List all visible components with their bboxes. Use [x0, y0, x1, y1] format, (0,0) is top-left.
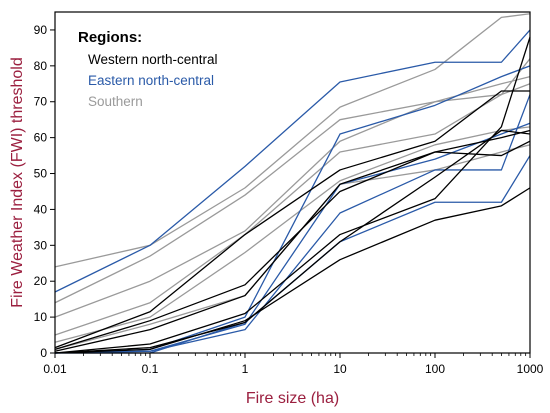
plot-frame: [54, 11, 531, 354]
y-tick-label: 40: [34, 202, 48, 216]
x-tick-label: 1: [242, 362, 249, 376]
y-tick-label: 0: [40, 346, 47, 360]
legend-entry: Western north-central: [88, 52, 218, 67]
y-tick-label: 80: [34, 59, 48, 73]
y-tick-label: 50: [34, 167, 48, 181]
x-tick-label: 1000: [517, 362, 544, 376]
series-line-14: [54, 140, 531, 352]
legend-title: Regions:: [78, 29, 142, 46]
y-axis-title: Fire Weather Index (FWI) threshold: [9, 57, 26, 307]
axis-ticks: 0.01 0.1 1 10 100 1000 0 10 20 30 40 50 60 70 80 90: [34, 23, 544, 376]
series-line-12: [54, 90, 530, 349]
x-tick-label: 0.1: [142, 362, 159, 376]
series-line-15: [54, 36, 531, 354]
y-tick-label: 20: [34, 274, 48, 288]
legend-entry: Southern: [88, 94, 143, 109]
series-line-5: [54, 126, 531, 343]
series-line-17: [54, 187, 531, 354]
x-axis-title: Fire size (ha): [246, 390, 339, 407]
series-line-4: [54, 58, 531, 336]
y-tick-label: 60: [34, 131, 48, 145]
series-line-10: [54, 94, 531, 354]
legend-entry: Eastern north-central: [88, 73, 214, 88]
y-tick-label: 70: [34, 95, 48, 109]
series-line-7: [54, 29, 531, 293]
y-tick-label: 10: [34, 310, 48, 324]
series-line-16: [54, 129, 531, 354]
x-tick-label: 10: [333, 362, 347, 376]
x-tick-label: 0.01: [43, 362, 67, 376]
y-tick-label: 30: [34, 238, 48, 252]
series-line-6: [54, 144, 531, 351]
series-line-2: [54, 75, 531, 304]
x-tick-label: 100: [425, 362, 445, 376]
series-line-13: [54, 129, 531, 351]
legend: Regions: Western north-central Eastern nor…: [78, 29, 218, 109]
y-tick-label: 90: [34, 23, 48, 37]
